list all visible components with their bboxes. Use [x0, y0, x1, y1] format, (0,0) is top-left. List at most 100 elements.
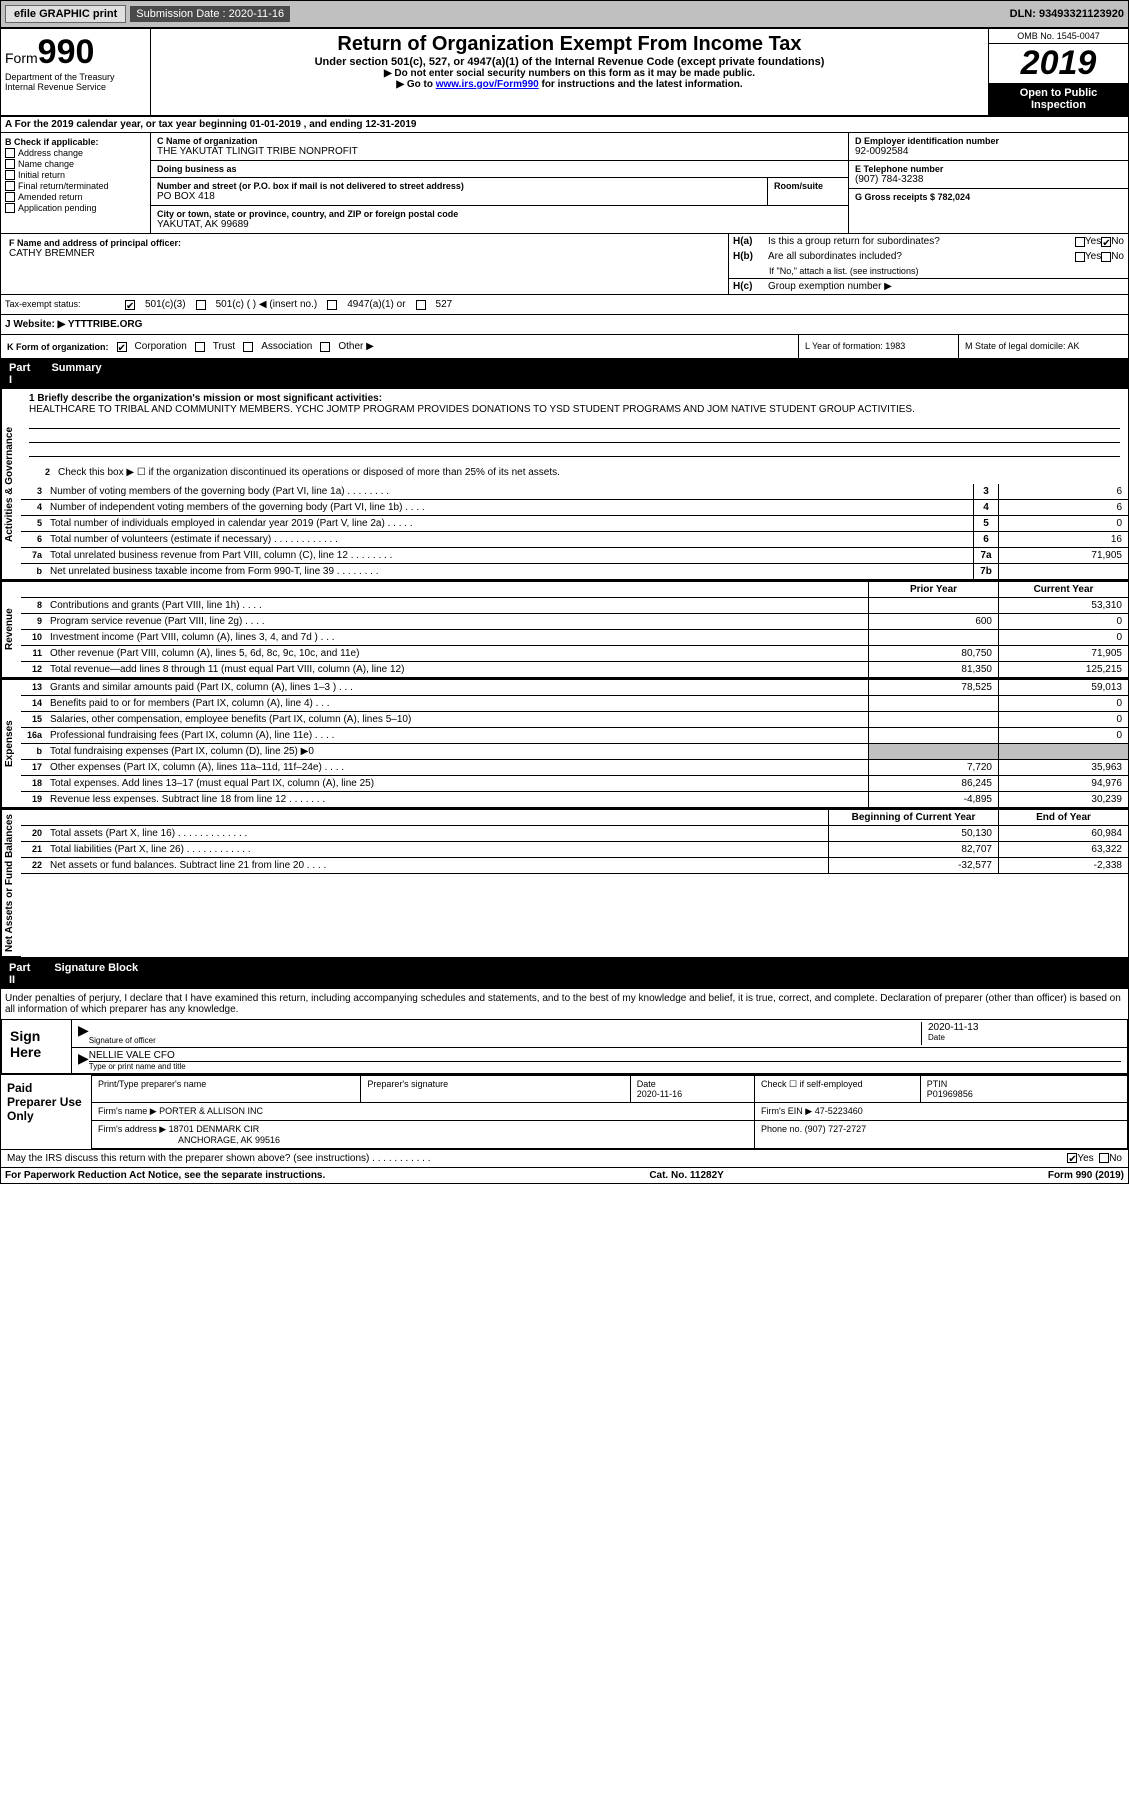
- side-revenue: Revenue: [1, 582, 21, 678]
- ein-value: 92-0092584: [855, 146, 1122, 157]
- summary-line: 17Other expenses (Part IX, column (A), l…: [21, 760, 1128, 776]
- box-b-checkbox[interactable]: [5, 170, 15, 180]
- box-g-label: G Gross receipts $ 782,024: [855, 192, 1122, 202]
- tax-year: 2019: [989, 44, 1128, 83]
- opt-other: Other ▶: [338, 341, 373, 352]
- box-b-item-label: Application pending: [18, 203, 97, 213]
- summary-line: 12Total revenue—add lines 8 through 11 (…: [21, 662, 1128, 678]
- tax-year-row: A For the 2019 calendar year, or tax yea…: [1, 117, 1128, 133]
- self-employed-check[interactable]: Check ☐ if self-employed: [761, 1079, 863, 1089]
- col-current-year: Current Year: [998, 582, 1128, 597]
- box-b-checkbox[interactable]: [5, 159, 15, 169]
- firm-addr-label: Firm's address ▶: [98, 1124, 166, 1134]
- part-2-header: Part II Signature Block: [1, 957, 1128, 989]
- summary-line: 3Number of voting members of the governi…: [21, 484, 1128, 500]
- box-b-checkbox[interactable]: [5, 148, 15, 158]
- discuss-no: No: [1109, 1153, 1122, 1164]
- summary-line: 9Program service revenue (Part VIII, lin…: [21, 614, 1128, 630]
- city-label: City or town, state or province, country…: [157, 209, 842, 219]
- efile-button[interactable]: efile GRAPHIC print: [5, 5, 126, 23]
- activities-governance-section: Activities & Governance 1 Briefly descri…: [1, 389, 1128, 580]
- dba-label: Doing business as: [157, 164, 842, 174]
- arrow-icon: ▶: [78, 1022, 89, 1045]
- box-b-checkbox[interactable]: [5, 181, 15, 191]
- summary-line: bTotal fundraising expenses (Part IX, co…: [21, 744, 1128, 760]
- summary-line: 6Total number of volunteers (estimate if…: [21, 532, 1128, 548]
- opt-501c: 501(c) ( ) ◀ (insert no.): [216, 299, 318, 310]
- firm-name-label: Firm's name ▶: [98, 1106, 157, 1116]
- summary-line: 16aProfessional fundraising fees (Part I…: [21, 728, 1128, 744]
- dln-label: DLN: 93493321123920: [1010, 8, 1124, 20]
- ptin-label: PTIN: [927, 1079, 948, 1089]
- 501c3-checkbox[interactable]: [125, 300, 135, 310]
- website-label: J Website: ▶: [5, 319, 65, 330]
- form-version: Form 990 (2019): [1048, 1170, 1124, 1181]
- hc-text: Group exemption number ▶: [768, 281, 892, 292]
- submission-date-label: Submission Date : 2020-11-16: [130, 6, 290, 22]
- hb-text: Are all subordinates included?: [768, 251, 1075, 262]
- summary-line: 7aTotal unrelated business revenue from …: [21, 548, 1128, 564]
- box-f-label: F Name and address of principal officer:: [9, 238, 720, 248]
- form-subtitle: Under section 501(c), 527, or 4947(a)(1)…: [155, 56, 984, 68]
- omb-number: OMB No. 1545-0047: [989, 29, 1128, 44]
- trust-checkbox[interactable]: [195, 342, 205, 352]
- form-990: Form990 Department of the Treasury Inter…: [0, 28, 1129, 1184]
- summary-line: 20Total assets (Part X, line 16) . . . .…: [21, 826, 1128, 842]
- 527-checkbox[interactable]: [416, 300, 426, 310]
- box-b-label: B Check if applicable:: [5, 137, 146, 147]
- box-b-checkbox[interactable]: [5, 203, 15, 213]
- topbar: efile GRAPHIC print Submission Date : 20…: [0, 0, 1129, 28]
- firm-ein: 47-5223460: [815, 1106, 863, 1116]
- assoc-checkbox[interactable]: [243, 342, 253, 352]
- summary-line: 19Revenue less expenses. Subtract line 1…: [21, 792, 1128, 808]
- summary-line: 5Total number of individuals employed in…: [21, 516, 1128, 532]
- firm-name: PORTER & ALLISON INC: [159, 1106, 263, 1116]
- summary-line: 13Grants and similar amounts paid (Part …: [21, 680, 1128, 696]
- summary-line: 11Other revenue (Part VIII, column (A), …: [21, 646, 1128, 662]
- tax-exempt-row: Tax-exempt status: 501(c)(3) 501(c) ( ) …: [1, 295, 1128, 315]
- discuss-yes-checkbox[interactable]: [1067, 1153, 1077, 1163]
- box-b-item-label: Amended return: [18, 192, 83, 202]
- ptin-value: P01969856: [927, 1089, 973, 1099]
- firm-addr-2: ANCHORAGE, AK 99516: [98, 1135, 280, 1145]
- expenses-section: Expenses 13Grants and similar amounts pa…: [1, 678, 1128, 808]
- summary-line: 15Salaries, other compensation, employee…: [21, 712, 1128, 728]
- hb-no-checkbox[interactable]: [1101, 252, 1111, 262]
- side-activities-governance: Activities & Governance: [1, 389, 21, 580]
- hb-note: If "No," attach a list. (see instruction…: [729, 264, 1128, 278]
- sig-officer-label: Signature of officer: [89, 1036, 921, 1045]
- paid-preparer-label: Paid Preparer Use Only: [1, 1075, 91, 1149]
- line-2-text: Check this box ▶ ☐ if the organization d…: [54, 465, 1120, 480]
- opt-501c3: 501(c)(3): [145, 299, 186, 310]
- summary-line: 14Benefits paid to or for members (Part …: [21, 696, 1128, 712]
- other-checkbox[interactable]: [320, 342, 330, 352]
- discuss-no-checkbox[interactable]: [1099, 1153, 1109, 1163]
- sign-here-block: Sign Here ▶ Signature of officer 2020-11…: [1, 1019, 1128, 1074]
- ha-no-checkbox[interactable]: [1101, 237, 1111, 247]
- section-b-to-g: B Check if applicable: Address changeNam…: [1, 133, 1128, 233]
- box-c-name-label: C Name of organization: [157, 136, 842, 146]
- part-1-header: Part I Summary: [1, 359, 1128, 389]
- corp-checkbox[interactable]: [117, 342, 127, 352]
- org-address: PO BOX 418: [157, 191, 761, 202]
- addr-label: Number and street (or P.O. box if mail i…: [157, 181, 761, 191]
- discuss-yes: Yes: [1077, 1153, 1093, 1164]
- hb-yes-checkbox[interactable]: [1075, 252, 1085, 262]
- 4947-checkbox[interactable]: [327, 300, 337, 310]
- org-city: YAKUTAT, AK 99689: [157, 219, 842, 230]
- prep-date: 2020-11-16: [637, 1089, 682, 1099]
- 501c-checkbox[interactable]: [196, 300, 206, 310]
- sign-here-label: Sign Here: [2, 1020, 72, 1073]
- box-b-item-label: Name change: [18, 159, 74, 169]
- summary-line: 10Investment income (Part VIII, column (…: [21, 630, 1128, 646]
- dept-label: Department of the Treasury Internal Reve…: [5, 72, 146, 92]
- instr-2-pre: ▶ Go to: [396, 79, 435, 90]
- arrow-icon-2: ▶: [78, 1050, 89, 1071]
- signature-block-title: Signature Block: [46, 959, 1128, 989]
- discuss-row: May the IRS discuss this return with the…: [1, 1149, 1128, 1167]
- box-b-checkbox[interactable]: [5, 192, 15, 202]
- box-e-label: E Telephone number: [855, 164, 1122, 174]
- yes-label-2: Yes: [1085, 251, 1101, 262]
- irs-link[interactable]: www.irs.gov/Form990: [436, 79, 539, 90]
- ha-yes-checkbox[interactable]: [1075, 237, 1085, 247]
